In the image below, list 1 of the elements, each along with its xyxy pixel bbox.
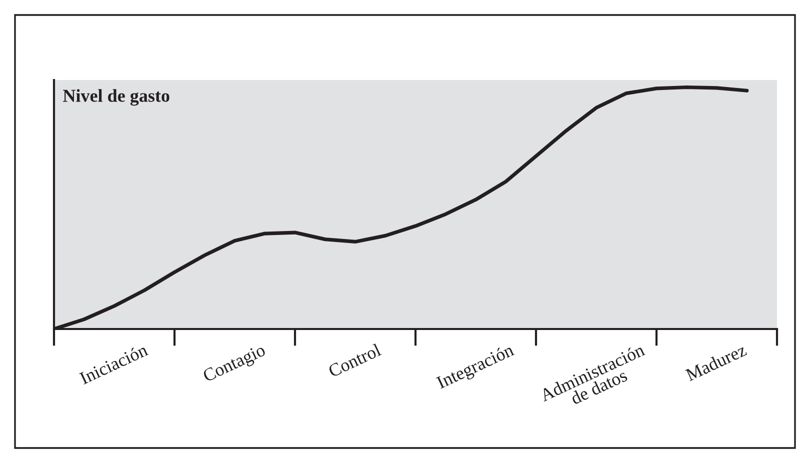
y-axis-title: Nivel de gasto [63,89,170,106]
